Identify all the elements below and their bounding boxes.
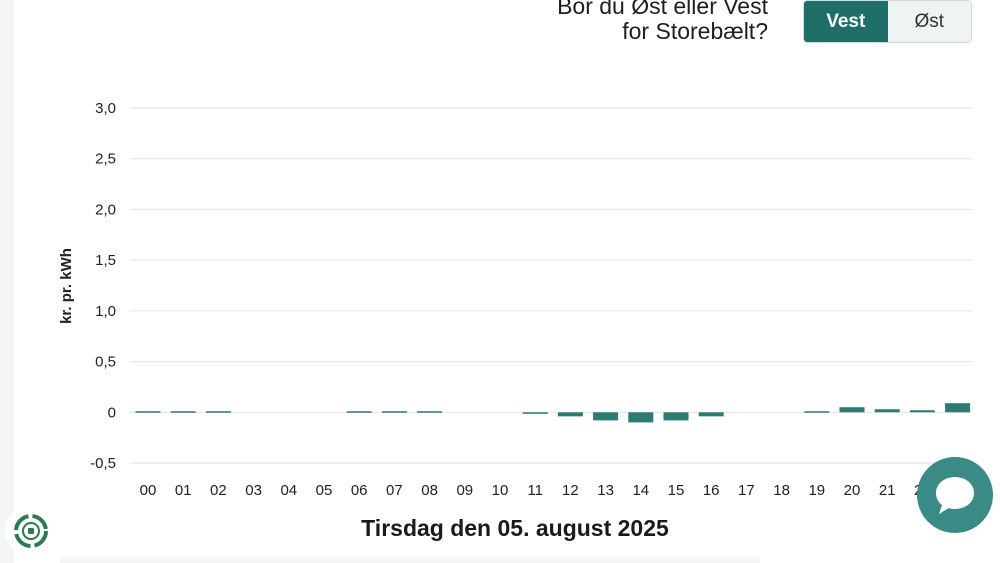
- bar: [205, 411, 231, 413]
- bar: [945, 403, 971, 413]
- y-tick-label: 1,5: [95, 252, 116, 269]
- x-tick-label: 13: [597, 482, 614, 499]
- bar: [346, 411, 372, 413]
- x-tick-label: 06: [351, 482, 368, 499]
- y-tick-label: 2,0: [95, 201, 116, 218]
- region-toggle: Vest Øst: [803, 0, 972, 43]
- x-tick-label: 17: [738, 482, 755, 499]
- x-tick-label: 01: [175, 482, 192, 499]
- x-tick-label: 20: [844, 482, 861, 499]
- x-tick-label: 09: [456, 482, 473, 499]
- y-tick-label: 0: [108, 404, 116, 421]
- bar: [593, 412, 619, 421]
- bar: [628, 412, 654, 423]
- bar: [909, 410, 935, 413]
- x-tick-label: 00: [140, 482, 157, 499]
- x-tick-label: 21: [879, 482, 896, 499]
- x-tick-label: 03: [245, 482, 262, 499]
- x-tick-label: 07: [386, 482, 403, 499]
- x-tick-label: 11: [527, 482, 543, 499]
- region-question: Bor du Øst eller Vest for Storebælt?: [557, 0, 768, 44]
- bar: [417, 411, 443, 413]
- x-tick-label: 12: [562, 482, 579, 499]
- bar: [663, 412, 689, 421]
- x-tick-label: 16: [703, 482, 720, 499]
- recycle-plug-logo-icon[interactable]: [5, 505, 57, 557]
- y-tick-label: 1,0: [95, 303, 116, 320]
- y-tick-label: 0,5: [95, 354, 116, 371]
- x-tick-label: 15: [668, 482, 685, 499]
- region-option-ost[interactable]: Øst: [887, 1, 971, 42]
- region-question-line1: Bor du Øst eller Vest: [557, 0, 768, 19]
- x-tick-label: 19: [808, 482, 825, 499]
- price-chart: 3,0 2,5 2,0 1,5 1,0 0,5 0 -0,5 kr. pr. kWh 00 01 02…: [58, 100, 972, 499]
- bar: [522, 412, 548, 414]
- bar: [170, 411, 196, 413]
- y-tick-label: 2,5: [95, 151, 116, 168]
- y-tick-label: -0,5: [90, 455, 116, 472]
- y-axis-label: kr. pr. kWh: [58, 248, 75, 324]
- bar: [698, 412, 724, 417]
- bar: [557, 412, 583, 417]
- region-question-line2: for Storebælt?: [622, 18, 768, 44]
- left-gutter: [0, 0, 14, 563]
- x-tick-label: 10: [492, 482, 509, 499]
- x-tick-label: 05: [316, 482, 333, 499]
- y-tick-label: 3,0: [95, 100, 116, 117]
- date-title: Tirsdag den 05. august 2025: [361, 515, 669, 541]
- x-tick-label: 18: [773, 482, 790, 499]
- x-tick-label: 08: [421, 482, 438, 499]
- bar: [874, 409, 900, 413]
- bottom-cut-text: [60, 553, 760, 563]
- x-tick-label: 04: [280, 482, 297, 499]
- x-tick-label: 02: [210, 482, 227, 499]
- region-option-vest[interactable]: Vest: [804, 1, 888, 42]
- bar: [804, 411, 830, 413]
- x-tick-label: 14: [632, 482, 649, 499]
- chat-bubble-icon[interactable]: [917, 457, 993, 533]
- bar: [839, 407, 865, 413]
- bar: [135, 411, 161, 413]
- bar: [381, 411, 407, 413]
